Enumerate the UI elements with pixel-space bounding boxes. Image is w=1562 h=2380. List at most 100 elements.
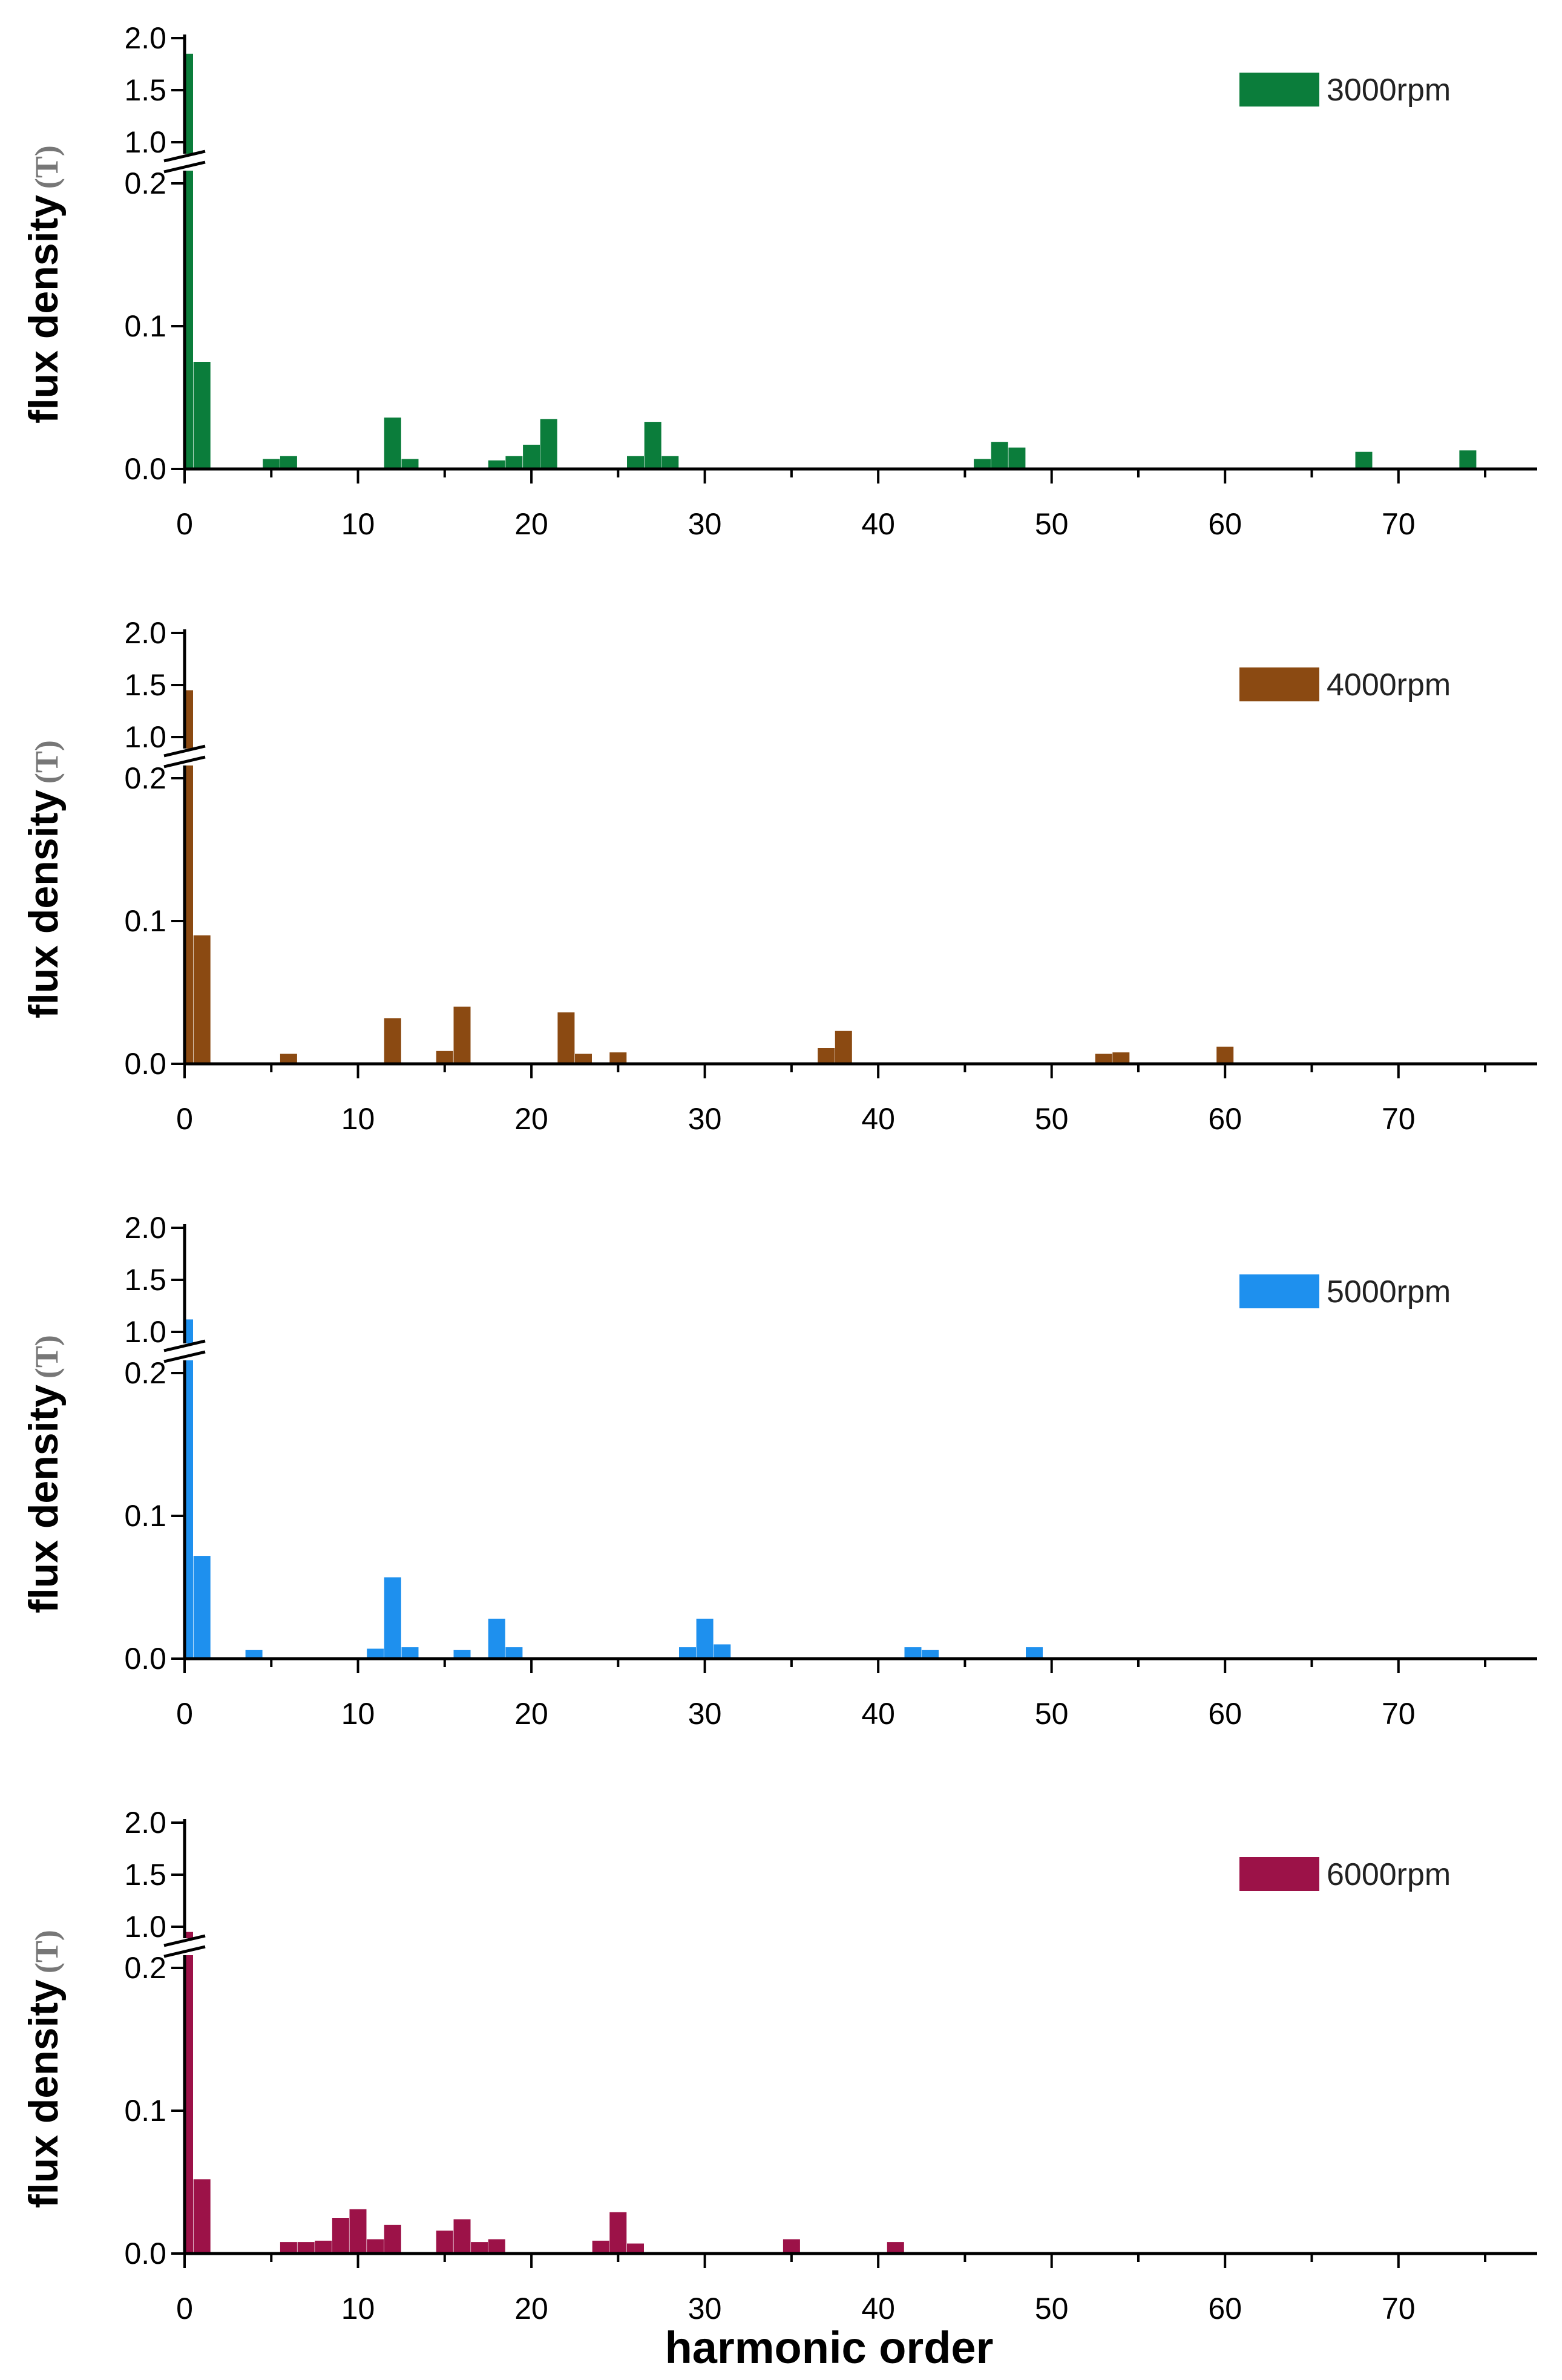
y-tick-label: 1.0: [124, 1910, 166, 1944]
legend-swatch: [1239, 73, 1319, 107]
axis-break-mark: [163, 160, 206, 174]
axis-break-mark: [163, 1945, 206, 1958]
bar-h31: [714, 1644, 731, 1659]
bar-h49: [1026, 1647, 1043, 1659]
x-tick-label: 10: [341, 2292, 375, 2326]
bar-h26: [627, 2243, 644, 2254]
bar-h24: [592, 2240, 609, 2254]
bar-h12: [384, 418, 401, 469]
bar-h12: [384, 1577, 401, 1659]
x-tick-label: 0: [176, 507, 193, 541]
y-tick-label: 0.1: [124, 904, 166, 938]
bar-h6: [280, 1054, 297, 1064]
bar-h1: [193, 1556, 211, 1659]
bar-h54: [1112, 1052, 1130, 1064]
x-tick-label: 20: [514, 1697, 548, 1731]
x-tick-label: 60: [1208, 507, 1242, 541]
x-tick-label: 50: [1035, 2292, 1069, 2326]
panel-6000rpm: 0.0 0.1 0.2 1.0 1.5 2.0 0 10 20 30 40 50 60 70 flux de…: [21, 1806, 1537, 2326]
bar-h41: [887, 2242, 904, 2254]
y-tick-label: 2.0: [124, 1211, 166, 1245]
bar-h10: [349, 2209, 367, 2254]
y-axis-label: flux density: [21, 1979, 67, 2208]
legend-label: 4000rpm: [1327, 667, 1451, 703]
legend-swatch: [1239, 1857, 1319, 1891]
bar-h18: [488, 460, 505, 469]
y-tick-label: 0.2: [124, 166, 166, 200]
x-tick-label: 0: [176, 1697, 193, 1731]
x-tick-label: 50: [1035, 1697, 1069, 1731]
y-axis-unit: (T): [28, 1335, 65, 1378]
bar-h46: [974, 459, 991, 469]
x-tick-label: 30: [688, 1697, 722, 1731]
y-tick-label: 1.5: [124, 1263, 166, 1297]
x-tick-label: 50: [1035, 1102, 1069, 1136]
y-axis-title: flux density (T): [21, 1335, 67, 1613]
bar-h12: [384, 1018, 401, 1064]
y-tick-label: 0.1: [124, 309, 166, 343]
x-tick-label: 70: [1382, 1102, 1416, 1136]
bar-h20: [523, 444, 540, 469]
bar-h28: [661, 456, 679, 469]
bar-h27: [644, 422, 661, 469]
bar-h22: [557, 1012, 575, 1064]
y-tick-label: 1.0: [124, 720, 166, 754]
bar-h0: [185, 1319, 193, 1659]
y-tick-label: 1.0: [124, 125, 166, 159]
x-tick-label: 20: [514, 1102, 548, 1136]
bar-h29: [679, 1647, 696, 1659]
x-tick-label: 60: [1208, 1102, 1242, 1136]
x-tick-label: 40: [861, 1102, 895, 1136]
bar-h13: [401, 459, 419, 469]
bar-h25: [609, 1052, 627, 1064]
x-tick-label: 30: [688, 2292, 722, 2326]
panels-container: 0.0 0.1 0.2 1.0 1.5 2.0 0 10 20 30 40 50 60 70 flux de…: [21, 21, 1537, 2326]
bar-h6: [280, 2242, 297, 2254]
x-tick-label: 20: [514, 507, 548, 541]
bar-h37: [818, 1048, 835, 1064]
x-tick-label: 0: [176, 1102, 193, 1136]
y-tick-label: 0.1: [124, 2094, 166, 2128]
bar-h25: [609, 2212, 627, 2254]
bar-h53: [1095, 1054, 1112, 1064]
x-tick-label: 60: [1208, 1697, 1242, 1731]
bar-h35: [783, 2239, 800, 2254]
axis-break-mark: [163, 755, 206, 769]
legend-label: 5000rpm: [1327, 1274, 1451, 1310]
bar-h21: [540, 419, 557, 469]
y-tick-label: 0.2: [124, 1356, 166, 1390]
bar-h43: [922, 1650, 939, 1659]
bar-h13: [401, 1647, 419, 1659]
y-tick-label: 0.1: [124, 1499, 166, 1533]
bar-h15: [436, 2231, 453, 2254]
bar-h18: [488, 1618, 505, 1659]
y-tick-label: 0.0: [124, 452, 166, 486]
bar-h11: [367, 2239, 384, 2254]
y-axis-unit: (T): [28, 1930, 65, 1973]
bar-h74: [1459, 450, 1477, 469]
axis-break-mark: [163, 1350, 206, 1363]
x-axis-label: harmonic order: [665, 2323, 994, 2373]
bar-h16: [453, 1650, 471, 1659]
bar-h19: [505, 456, 523, 469]
axis-break-mark: [163, 1934, 206, 1947]
bar-h48: [1008, 447, 1026, 469]
y-axis-title: flux density (T): [21, 145, 67, 424]
legend-swatch: [1239, 667, 1319, 701]
bar-h7: [297, 2242, 315, 2254]
y-axis-unit: (T): [28, 145, 65, 189]
y-tick-label: 0.0: [124, 1642, 166, 1676]
axis-break-mark: [163, 744, 206, 758]
bar-h6: [280, 456, 297, 469]
bar-h4: [245, 1650, 263, 1659]
bar-h1: [193, 2179, 211, 2254]
y-tick-label: 1.5: [124, 73, 166, 107]
bar-h18: [488, 2239, 505, 2254]
bar-h23: [575, 1054, 592, 1064]
bar-h30: [696, 1618, 714, 1659]
bar-h0: [185, 1932, 193, 2254]
x-tick-label: 70: [1382, 1697, 1416, 1731]
bar-h0: [185, 690, 193, 1064]
y-axis-label: flux density: [21, 195, 67, 424]
